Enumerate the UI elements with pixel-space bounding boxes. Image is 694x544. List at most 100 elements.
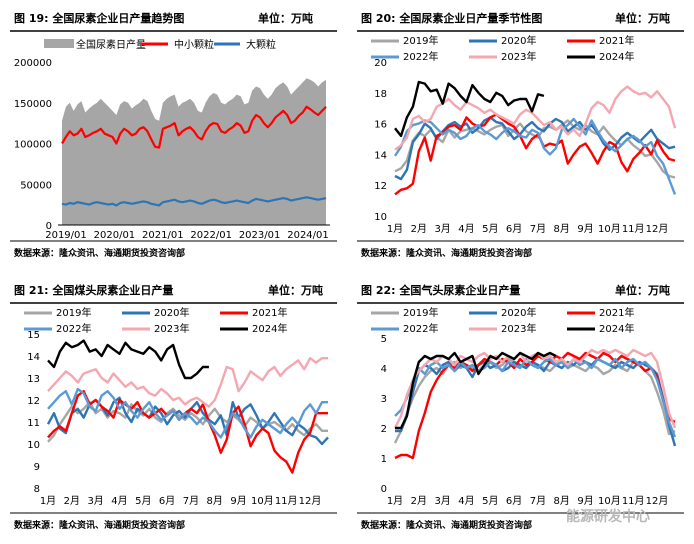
legend-entry: 2021年	[599, 306, 634, 319]
y-tick-label: 20	[374, 58, 387, 69]
x-tick-label: 2019/01	[45, 230, 87, 241]
series-line	[47, 356, 328, 408]
chart-source: 数据来源：隆众资讯、海通期货投资咨询部	[14, 519, 185, 531]
y-tick-label: 5	[381, 334, 387, 345]
panel-fig21: 图 21: 全国煤头尿素企业日产量 单位：万吨数据来源：隆众资讯、海通期货投资咨询…	[0, 272, 347, 544]
chart-title: 图 21: 全国煤头尿素企业日产量	[14, 283, 173, 297]
legend-entry: 2019年	[56, 306, 91, 319]
y-tick-label: 10	[374, 212, 387, 223]
series-area	[62, 78, 326, 225]
x-tick-label: 2月	[64, 495, 80, 507]
series-line	[394, 116, 676, 181]
y-tick-label: 1	[381, 454, 387, 465]
y-tick-label: 16	[374, 120, 387, 131]
y-tick-label: 11	[27, 418, 40, 429]
y-tick-label: 3	[381, 394, 387, 405]
x-tick-label: 10月	[598, 495, 621, 507]
legend-entry: 2022年	[403, 50, 438, 63]
series-line	[47, 389, 328, 474]
x-tick-label: 3月	[434, 495, 450, 507]
x-tick-label: 8月	[207, 495, 223, 507]
y-tick-label: 12	[374, 181, 387, 192]
x-tick-label: 6月	[506, 223, 522, 235]
x-tick-label: 12月	[646, 223, 669, 235]
legend-entry: 2023年	[501, 50, 536, 63]
legend-entry: 2023年	[154, 322, 189, 335]
chart-fig22: 图 22: 全国气头尿素企业日产量 单位：万吨数据来源：隆众资讯、海通期货投资咨询…	[357, 283, 684, 531]
x-tick-label: 4月	[458, 223, 474, 235]
y-tick-label: 2	[381, 424, 387, 435]
chart-fig20: 图 20: 全国尿素企业日产量季节性图 单位：万吨数据来源：隆众资讯、海通期货投资…	[357, 11, 684, 259]
x-tick-label: 7月	[530, 223, 546, 235]
legend-entry: 2021年	[599, 34, 634, 47]
series-line	[395, 351, 557, 430]
x-tick-label: 2022/01	[190, 230, 232, 241]
y-tick-label: 9	[34, 462, 40, 473]
legend-entry: 2020年	[501, 34, 536, 47]
y-tick-label: 4	[381, 364, 387, 375]
x-tick-label: 2024/01	[287, 230, 329, 241]
series-line	[61, 105, 327, 149]
y-tick-label: 0	[381, 484, 387, 495]
x-tick-label: 3月	[87, 495, 103, 507]
legend-entry: 中小颗粒	[174, 38, 214, 51]
x-tick-label: 1月	[387, 223, 403, 235]
chart-fig21: 图 21: 全国煤头尿素企业日产量 单位：万吨数据来源：隆众资讯、海通期货投资咨询…	[10, 283, 337, 531]
x-tick-label: 11月	[275, 495, 298, 507]
legend-entry: 2020年	[501, 306, 536, 319]
legend-entry: 2022年	[56, 322, 91, 335]
x-tick-label: 12月	[646, 495, 669, 507]
x-tick-label: 2月	[411, 223, 427, 235]
legend-entry: 2024年	[599, 50, 634, 63]
panel-fig19: 图 19: 全国尿素企业日产量趋势图 单位：万吨数据来源：隆众资讯、海通期货投资咨…	[0, 0, 347, 272]
y-tick-label: 15	[27, 330, 40, 341]
x-tick-label: 6月	[159, 495, 175, 507]
chart-title: 图 20: 全国尿素企业日产量季节性图	[361, 11, 542, 25]
chart-title: 图 22: 全国气头尿素企业日产量	[361, 283, 520, 297]
series-line	[393, 117, 677, 195]
y-tick-label: 8	[34, 484, 40, 495]
x-tick-label: 10月	[251, 495, 274, 507]
y-tick-label: 100000	[14, 140, 52, 151]
y-tick-label: 150000	[14, 99, 52, 110]
x-tick-label: 11月	[622, 495, 645, 507]
x-tick-label: 9月	[577, 223, 593, 235]
legend-entry: 2022年	[403, 322, 438, 335]
chart-source: 数据来源：隆众资讯、海通期货投资咨询部	[361, 247, 532, 259]
series-line	[47, 387, 328, 439]
x-tick-label: 2021/01	[142, 230, 184, 241]
chart-unit: 单位：万吨	[615, 283, 670, 297]
y-tick-label: 0	[46, 221, 52, 232]
series-line	[47, 339, 209, 380]
x-tick-label: 9月	[230, 495, 246, 507]
chart-fig19: 图 19: 全国尿素企业日产量趋势图 单位：万吨数据来源：隆众资讯、海通期货投资咨…	[10, 11, 337, 259]
chart-source: 数据来源：隆众资讯、海通期货投资咨询部	[14, 247, 185, 259]
legend-entry: 全国尿素日产量	[76, 38, 146, 51]
x-tick-label: 4月	[111, 495, 127, 507]
series-line	[394, 80, 545, 138]
chart-title: 图 19: 全国尿素企业日产量趋势图	[14, 11, 184, 25]
x-tick-label: 6月	[506, 495, 522, 507]
series-line	[61, 196, 327, 207]
x-tick-label: 12月	[299, 495, 322, 507]
chart-unit: 单位：万吨	[268, 283, 323, 297]
x-tick-label: 4月	[458, 495, 474, 507]
legend-entry: 大颗粒	[246, 38, 276, 51]
x-tick-label: 2月	[411, 495, 427, 507]
legend-entry: 2023年	[501, 322, 536, 335]
chart-unit: 单位：万吨	[615, 11, 670, 25]
series-line	[394, 85, 677, 151]
x-tick-label: 8月	[554, 495, 570, 507]
y-tick-label: 200000	[14, 58, 52, 69]
y-tick-label: 50000	[20, 180, 52, 191]
panel-fig20: 图 20: 全国尿素企业日产量季节性图 单位：万吨数据来源：隆众资讯、海通期货投资…	[347, 0, 694, 272]
legend-entry: 2019年	[403, 34, 438, 47]
x-tick-label: 2023/01	[239, 230, 281, 241]
x-tick-label: 7月	[530, 495, 546, 507]
legend-entry: 2020年	[154, 306, 189, 319]
chart-unit: 单位：万吨	[258, 11, 313, 25]
x-tick-label: 5月	[482, 495, 498, 507]
legend-entry: 2019年	[403, 306, 438, 319]
y-tick-label: 18	[374, 89, 387, 100]
